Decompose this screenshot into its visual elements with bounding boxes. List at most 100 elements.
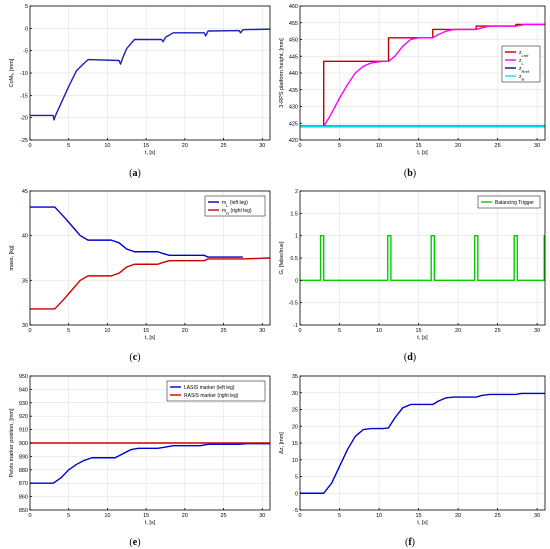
x-tick-label: 15	[415, 513, 421, 519]
x-tick-label: 15	[143, 513, 149, 519]
y-tick-label: 2	[295, 189, 298, 195]
x-tick-label: 0	[298, 328, 301, 334]
series-line-balancing-trigger	[300, 234, 545, 282]
legend-label: zR	[519, 74, 525, 82]
y-tick-label: -0.5	[289, 301, 298, 307]
y-axis-label: mass, [kg]	[9, 245, 15, 271]
caption-e: (e)	[129, 537, 140, 548]
y-tick-label: 870	[19, 481, 28, 487]
legend-box	[166, 380, 266, 402]
x-tick-label: 0	[28, 328, 31, 334]
x-tick-label: 25	[495, 513, 501, 519]
legend-box	[477, 195, 541, 209]
x-tick-label: 15	[415, 143, 421, 149]
y-tick-label: 455	[289, 21, 298, 27]
y-tick-label: 0.5	[290, 256, 298, 262]
x-axis-label: t, [s]	[145, 335, 156, 341]
y-tick-label: 440	[289, 71, 298, 77]
x-tick-label: 30	[259, 143, 265, 149]
y-tick-label: 880	[19, 468, 28, 474]
x-tick-label: 25	[220, 328, 226, 334]
x-tick-label: 10	[104, 328, 110, 334]
y-tick-label: 1.5	[290, 211, 298, 217]
series-line-lasis-marker-left-leg-	[30, 442, 270, 484]
chart-e: 0 5 10 15 20 25 30 850 860 870 880 890 900 910 920 930 9…	[9, 374, 271, 548]
x-tick-label: 25	[495, 328, 501, 334]
x-tick-label: 30	[259, 513, 265, 519]
y-tick-label: 30	[292, 391, 298, 397]
y-tick-label: 1	[295, 234, 298, 240]
y-tick-label: 35	[22, 278, 28, 284]
y-axis-label: CoMₓ, [mm]	[9, 58, 15, 87]
y-tick-label: -10	[20, 71, 28, 77]
y-tick-label: -15	[20, 93, 28, 99]
y-tick-label: 460	[289, 4, 298, 10]
x-axis-label: t, [s]	[145, 520, 156, 526]
y-tick-label: -5	[23, 49, 28, 55]
x-tick-label: 30	[534, 143, 540, 149]
series-line-m-r-right-leg-	[30, 257, 271, 310]
x-tick-label: 5	[67, 328, 70, 334]
x-tick-label: 20	[182, 513, 188, 519]
y-tick-label: 420	[289, 138, 298, 144]
legend-label: RASIS marker (right leg)	[184, 393, 239, 399]
x-axis-label: t, [s]	[417, 335, 428, 341]
y-tick-label: 450	[289, 38, 298, 44]
y-tick-label: 430	[289, 105, 298, 111]
x-tick-label: 10	[376, 143, 382, 149]
series-line	[30, 28, 271, 121]
x-tick-label: 25	[495, 143, 501, 149]
y-tick-label: 860	[19, 495, 28, 501]
y-tick-label: 850	[19, 508, 28, 514]
x-tick-label: 0	[28, 143, 31, 149]
x-tick-label: 0	[298, 143, 301, 149]
chart-b: 0 5 10 15 20 25 30 420 425 430 435 440 445 450 455 460 t…	[279, 4, 546, 179]
y-tick-label: 45	[22, 189, 28, 195]
x-tick-label: 0	[28, 513, 31, 519]
y-tick-label: 20	[292, 424, 298, 430]
y-tick-label: 950	[19, 374, 28, 380]
y-tick-label: 35	[292, 374, 298, 380]
y-tick-label: 910	[19, 428, 28, 434]
caption-b: (b)	[404, 168, 416, 179]
caption-d: (d)	[404, 352, 416, 363]
y-tick-label: 435	[289, 88, 298, 94]
x-tick-label: 20	[182, 328, 188, 334]
x-tick-label: 5	[338, 143, 341, 149]
y-tick-label: 5	[25, 4, 28, 10]
x-tick-label: 5	[338, 513, 341, 519]
chart-d: 0 5 10 15 20 25 30 -1 -0.5 0 0.5 1 1.5 2 t, [s] G, [fal…	[279, 189, 546, 363]
y-tick-label: -1	[293, 323, 298, 329]
x-tick-label: 20	[455, 328, 461, 334]
legend-label: LASIS marker (left leg)	[184, 385, 235, 391]
x-tick-label: 10	[376, 513, 382, 519]
y-tick-label: -20	[20, 116, 28, 122]
y-axis-label: Pelvis marker position, [mm]	[9, 408, 15, 478]
x-tick-label: 20	[455, 143, 461, 149]
y-axis-label: G, [false/true]	[279, 241, 285, 274]
series-line	[300, 392, 545, 494]
x-axis-label: t, [s]	[145, 150, 156, 156]
y-tick-label: 0	[295, 278, 298, 284]
y-tick-label: 5	[295, 475, 298, 481]
y-axis-label: 3-RPS platform height, [mm]	[279, 38, 285, 108]
y-tick-label: 445	[289, 54, 298, 60]
y-tick-label: 40	[22, 234, 28, 240]
y-tick-label: 25	[292, 408, 298, 414]
y-tick-label: 900	[19, 441, 28, 447]
series-line-z-l	[300, 23, 545, 128]
x-axis-label: t, [s]	[417, 150, 428, 156]
chart-a: 0 5 10 15 20 25 30 -25 -20 -15 -10 -5 0 5 t, [s] CoMₓ, …	[9, 4, 271, 179]
legend-label: zRref	[519, 66, 530, 74]
y-tick-label: 920	[19, 414, 28, 420]
caption-a: (a)	[129, 168, 141, 179]
y-tick-label: 930	[19, 401, 28, 407]
legend-box	[204, 195, 266, 217]
x-tick-label: 5	[67, 143, 70, 149]
series-line-m-l-left-leg-	[30, 206, 243, 258]
caption-f: (f)	[405, 537, 415, 548]
chart-c: 0 5 10 15 20 25 30 30 35 40 45 t, [s] mass, [kg] mL (…	[9, 189, 271, 363]
legend-label: Balancing Trigger	[495, 200, 534, 206]
x-tick-label: 5	[338, 328, 341, 334]
